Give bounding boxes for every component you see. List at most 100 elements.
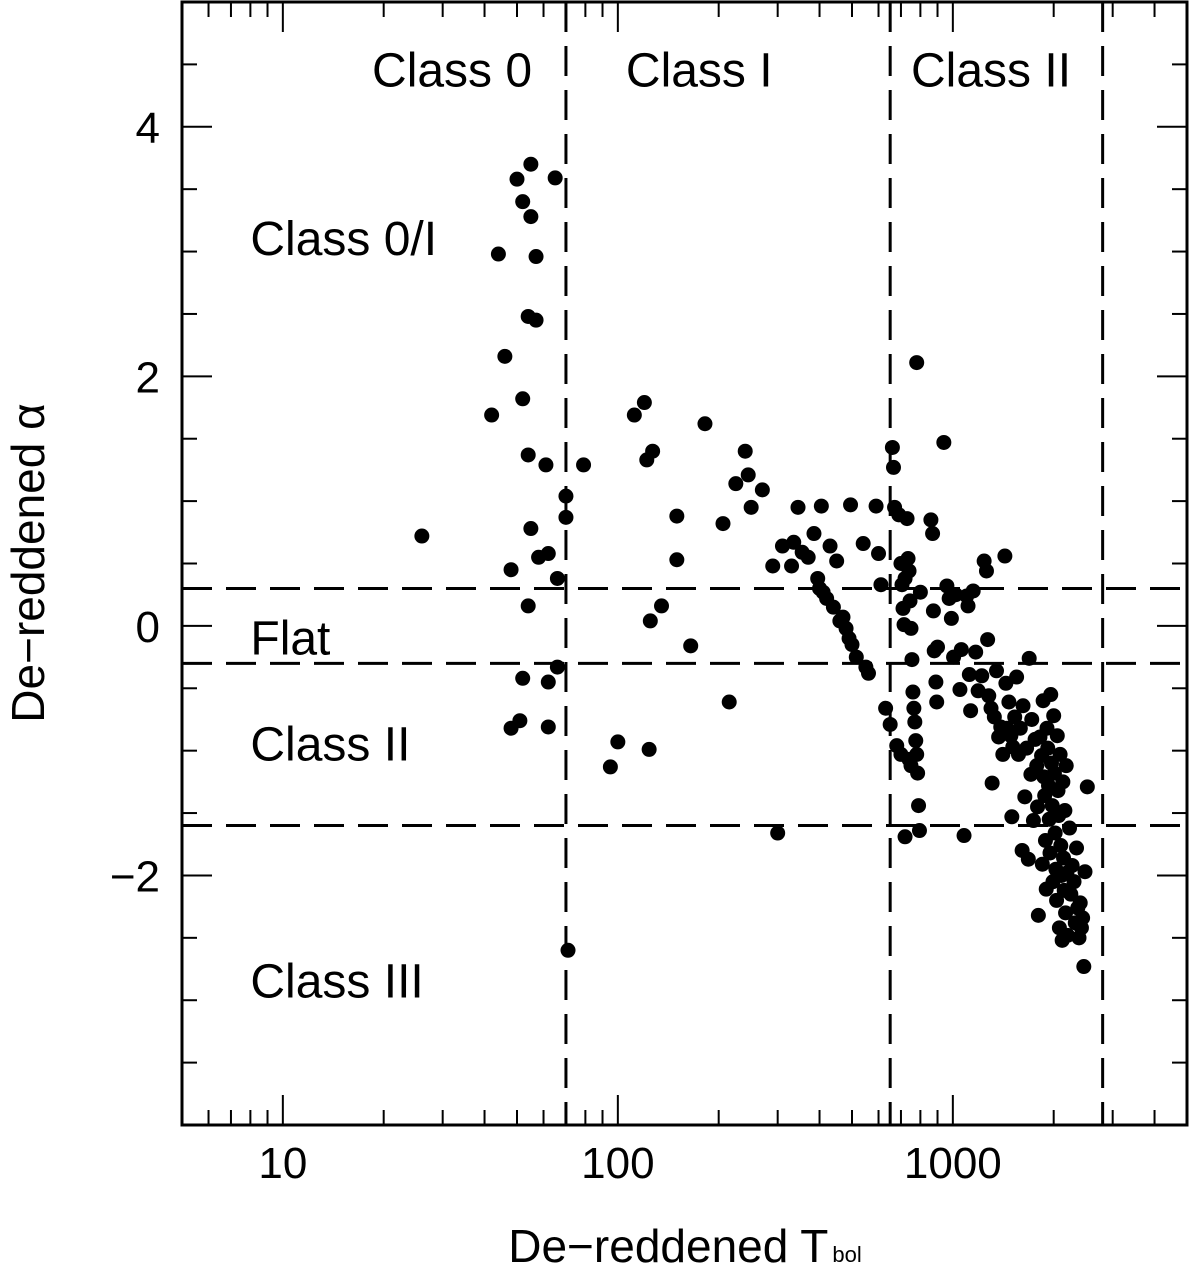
data-point <box>1079 779 1095 795</box>
data-point <box>515 194 531 210</box>
data-point <box>1062 820 1078 836</box>
data-point <box>844 637 860 653</box>
data-point <box>952 682 968 698</box>
data-point <box>960 598 976 614</box>
data-point <box>965 583 981 599</box>
data-point <box>974 668 990 684</box>
tbol-class-label: Class I <box>626 45 773 98</box>
x-axis-label-subscript: bol <box>832 1242 861 1267</box>
data-point <box>1058 758 1074 774</box>
data-point <box>558 509 574 525</box>
data-point <box>948 587 964 603</box>
data-point <box>1021 650 1037 666</box>
data-point <box>906 700 922 716</box>
data-point <box>523 521 539 537</box>
data-points <box>414 156 1095 975</box>
data-point <box>1075 910 1091 926</box>
data-point <box>515 391 531 407</box>
data-point <box>1072 895 1088 911</box>
data-point <box>884 439 900 455</box>
data-point <box>774 538 790 554</box>
data-point <box>1004 809 1020 825</box>
data-point <box>1055 774 1071 790</box>
data-point <box>1009 669 1025 685</box>
data-point <box>843 497 859 513</box>
data-point <box>1053 837 1069 853</box>
data-point <box>848 649 864 665</box>
data-point <box>1034 856 1050 872</box>
data-point <box>669 552 685 568</box>
x-tick-label: 100 <box>581 1139 654 1188</box>
data-point <box>528 312 544 328</box>
data-point <box>1030 799 1046 815</box>
data-point <box>860 665 876 681</box>
x-axis-label-text: De−reddened T <box>508 1220 828 1272</box>
data-point <box>503 720 519 736</box>
data-point <box>897 829 913 845</box>
tbol-class-label: Class 0 <box>372 45 532 98</box>
data-point <box>754 482 770 498</box>
data-point <box>626 407 642 423</box>
data-point <box>1043 687 1059 703</box>
data-point <box>503 562 519 578</box>
data-point <box>1077 864 1093 880</box>
data-point <box>1042 845 1058 861</box>
data-point <box>1001 694 1017 710</box>
data-point <box>576 457 592 473</box>
data-point <box>902 593 918 609</box>
data-point <box>835 609 851 625</box>
data-point <box>822 538 838 554</box>
data-point <box>911 798 927 814</box>
data-point <box>925 526 941 542</box>
class-boundaries <box>182 2 1187 1125</box>
data-point <box>715 516 731 532</box>
data-point <box>790 499 806 515</box>
alpha-class-label: Class 0/I <box>250 213 437 266</box>
data-point <box>868 498 884 514</box>
data-point <box>885 459 901 475</box>
data-point <box>878 700 894 716</box>
data-point <box>911 823 927 839</box>
data-point <box>1017 789 1033 805</box>
data-point <box>882 716 898 732</box>
data-point <box>743 499 759 515</box>
data-point <box>910 765 926 781</box>
data-point <box>558 488 574 504</box>
data-point <box>968 644 984 660</box>
data-point <box>813 498 829 514</box>
data-point <box>1052 746 1068 762</box>
data-point <box>721 694 737 710</box>
data-point <box>737 443 753 459</box>
data-point <box>873 577 889 593</box>
data-point <box>540 674 556 690</box>
axis-ticks <box>181 1 1188 1126</box>
data-point <box>1047 825 1063 841</box>
data-point <box>1066 874 1082 890</box>
data-point <box>981 688 997 704</box>
data-point <box>925 603 941 619</box>
data-point <box>765 558 781 574</box>
data-point <box>683 638 699 654</box>
data-point <box>528 249 544 265</box>
data-point <box>549 659 565 675</box>
class-labels: Class 0 Class I Class II Class 0/I Flat Class… <box>250 45 1071 1009</box>
data-point <box>806 526 822 542</box>
data-point <box>520 598 536 614</box>
y-tick-label: −2 <box>110 852 160 901</box>
data-point <box>1064 857 1080 873</box>
data-point <box>540 719 556 735</box>
data-point <box>1030 907 1046 923</box>
data-point <box>855 536 871 552</box>
data-point <box>669 508 685 524</box>
data-point <box>1025 813 1041 829</box>
alpha-class-label: Flat <box>250 612 330 665</box>
data-point <box>497 348 513 364</box>
y-tick-label: 0 <box>136 603 160 652</box>
data-point <box>899 511 915 527</box>
data-point <box>900 551 916 567</box>
tick-labels: 10 100 1000 −2 0 2 4 <box>110 104 1002 1188</box>
data-point <box>784 558 800 574</box>
data-point <box>943 610 959 626</box>
